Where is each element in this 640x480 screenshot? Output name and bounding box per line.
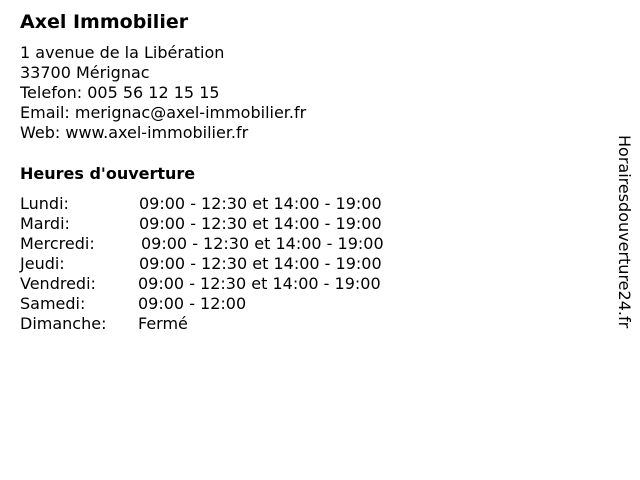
day-label: Jeudi: bbox=[20, 254, 65, 273]
business-name: Axel Immobilier bbox=[20, 11, 189, 33]
day-label: Vendredi: bbox=[20, 274, 96, 293]
website: Web: www.axel-immobilier.fr bbox=[20, 123, 249, 142]
hours-row-thursday: Jeudi: 09:00 - 12:30 et 14:00 - 19:00 bbox=[20, 254, 384, 274]
day-label: Lundi: bbox=[20, 194, 69, 213]
email: Email: merignac@axel-immobilier.fr bbox=[20, 103, 307, 122]
phone: Telefon: 005 56 12 15 15 bbox=[20, 83, 220, 102]
day-label: Mercredi: bbox=[20, 234, 95, 253]
day-label: Samedi: bbox=[20, 294, 86, 313]
day-hours: 09:00 - 12:30 et 14:00 - 19:00 bbox=[138, 274, 381, 293]
hours-row-monday: Lundi: 09:00 - 12:30 et 14:00 - 19:00 bbox=[20, 194, 384, 214]
day-hours: 09:00 - 12:30 et 14:00 - 19:00 bbox=[141, 234, 384, 253]
hours-row-wednesday: Mercredi: 09:00 - 12:30 et 14:00 - 19:00 bbox=[20, 234, 384, 254]
contact-block: 1 avenue de la Libération 33700 Mérignac… bbox=[20, 43, 306, 143]
day-hours: 09:00 - 12:30 et 14:00 - 19:00 bbox=[139, 254, 382, 273]
address-line-1: 1 avenue de la Libération bbox=[20, 43, 225, 62]
hours-table: Lundi: 09:00 - 12:30 et 14:00 - 19:00 Mar… bbox=[20, 194, 384, 334]
hours-row-friday: Vendredi: 09:00 - 12:30 et 14:00 - 19:00 bbox=[20, 274, 384, 294]
hours-row-saturday: Samedi: 09:00 - 12:00 bbox=[20, 294, 384, 314]
site-watermark: Horairesdouverture24.fr bbox=[615, 135, 634, 329]
day-label: Dimanche: bbox=[20, 314, 107, 333]
day-hours: 09:00 - 12:30 et 14:00 - 19:00 bbox=[139, 214, 382, 233]
day-label: Mardi: bbox=[20, 214, 70, 233]
hours-row-sunday: Dimanche: Fermé bbox=[20, 314, 384, 334]
day-hours: 09:00 - 12:00 bbox=[138, 294, 247, 313]
hours-row-tuesday: Mardi: 09:00 - 12:30 et 14:00 - 19:00 bbox=[20, 214, 384, 234]
address-line-2: 33700 Mérignac bbox=[20, 63, 150, 82]
day-hours: 09:00 - 12:30 et 14:00 - 19:00 bbox=[139, 194, 382, 213]
hours-heading: Heures d'ouverture bbox=[20, 164, 196, 183]
day-hours: Fermé bbox=[138, 314, 188, 333]
